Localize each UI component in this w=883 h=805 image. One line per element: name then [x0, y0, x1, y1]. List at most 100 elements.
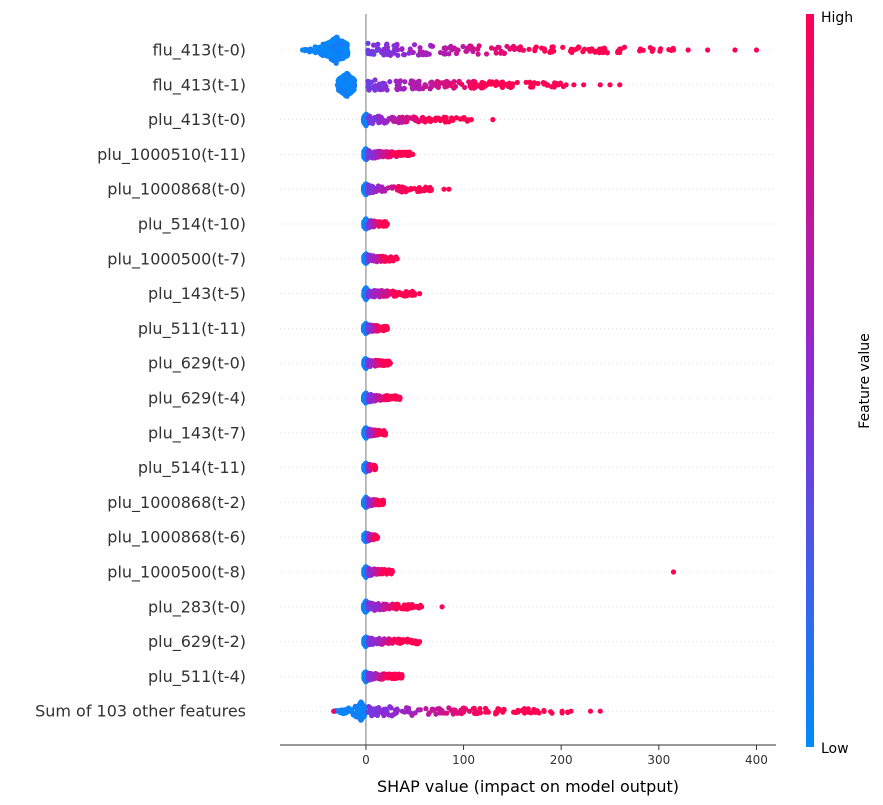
shap-point	[383, 119, 389, 125]
shap-outlier-point	[468, 117, 474, 123]
shap-point	[542, 80, 548, 86]
shap-point	[340, 54, 347, 60]
shap-point	[318, 51, 324, 57]
shap-outlier-point	[670, 47, 677, 53]
shap-point	[371, 222, 377, 229]
shap-point	[316, 44, 322, 51]
shap-point	[503, 81, 509, 88]
shap-point	[409, 85, 415, 91]
shap-point	[468, 43, 474, 49]
shap-point	[384, 49, 390, 55]
shap-point	[367, 79, 373, 85]
shap-point	[402, 79, 408, 85]
shap-point	[471, 85, 477, 91]
shap-point	[396, 604, 402, 610]
shap-point	[449, 115, 455, 121]
shap-point	[348, 76, 355, 82]
shap-point	[416, 185, 422, 191]
shap-point	[488, 81, 494, 87]
shap-point	[379, 84, 386, 90]
shap-point	[588, 46, 594, 52]
shap-point	[441, 51, 448, 57]
shap-point	[460, 43, 466, 50]
shap-point	[369, 254, 376, 261]
shap-outlier-point	[417, 291, 423, 297]
shap-outlier-point	[753, 47, 760, 53]
shap-point	[437, 49, 444, 56]
shap-point	[347, 90, 353, 97]
shap-point	[367, 567, 374, 574]
shap-point	[381, 255, 388, 261]
shap-point	[365, 40, 371, 46]
shap-point	[404, 114, 410, 120]
shap-point	[399, 119, 405, 125]
feature-row-points	[361, 634, 423, 650]
shap-point	[580, 49, 586, 55]
shap-point	[391, 605, 397, 611]
shap-point	[617, 49, 623, 56]
shap-point	[526, 46, 532, 52]
feature-row-points	[360, 494, 387, 511]
shap-point	[370, 42, 377, 48]
shap-point	[460, 115, 467, 121]
shap-point	[434, 80, 441, 86]
shap-point	[361, 115, 367, 121]
shap-point	[405, 602, 411, 608]
shap-point	[420, 114, 426, 121]
shap-point	[467, 82, 473, 88]
shap-point	[342, 82, 348, 88]
shap-point	[339, 42, 346, 48]
shap-point	[378, 289, 384, 295]
shap-point	[442, 84, 448, 90]
shap-point	[374, 323, 381, 329]
shap-point	[533, 44, 539, 50]
shap-outlier-point	[410, 151, 416, 157]
shap-point	[446, 45, 453, 51]
shap-point	[335, 82, 341, 88]
shap-point	[446, 119, 452, 125]
feature-row-points	[361, 355, 393, 371]
shap-point	[332, 54, 338, 60]
shap-point	[333, 60, 339, 66]
shap-point	[428, 43, 434, 49]
shap-point	[657, 48, 663, 54]
shap-outlier-point	[732, 47, 738, 53]
shap-outlier-point	[412, 291, 418, 297]
shap-point	[514, 79, 520, 86]
shap-point	[403, 119, 409, 125]
shap-point	[374, 362, 380, 368]
shap-point	[393, 78, 399, 84]
shap-point	[510, 43, 517, 49]
shap-point	[464, 48, 470, 54]
feature-row-points	[361, 285, 423, 303]
shap-point	[495, 81, 502, 87]
shap-point	[373, 188, 379, 195]
shap-point	[444, 78, 450, 84]
shap-point	[388, 50, 395, 56]
shap-point	[376, 394, 382, 400]
shap-point	[441, 117, 448, 123]
shap-outlier-point	[394, 256, 400, 262]
shap-point	[549, 44, 555, 50]
shap-outlier-point	[389, 569, 395, 575]
shap-point	[415, 79, 421, 85]
shap-point	[599, 49, 605, 55]
feature-row-points	[361, 530, 381, 545]
shap-point	[569, 49, 575, 56]
shap-point	[341, 88, 347, 94]
shap-point	[393, 118, 399, 125]
shap-point	[410, 49, 416, 56]
shap-point	[520, 47, 527, 53]
shap-point	[560, 44, 566, 50]
shap-outlier-point	[446, 186, 452, 192]
shap-point	[451, 45, 457, 51]
shap-outlier-point	[380, 499, 387, 505]
shap-point	[556, 82, 562, 88]
shap-point	[368, 497, 375, 503]
shap-point	[334, 34, 340, 40]
shap-point	[453, 115, 460, 121]
shap-point	[476, 43, 482, 49]
shap-outlier-point	[397, 395, 403, 401]
shap-point	[399, 46, 405, 52]
shap-point	[527, 79, 533, 85]
